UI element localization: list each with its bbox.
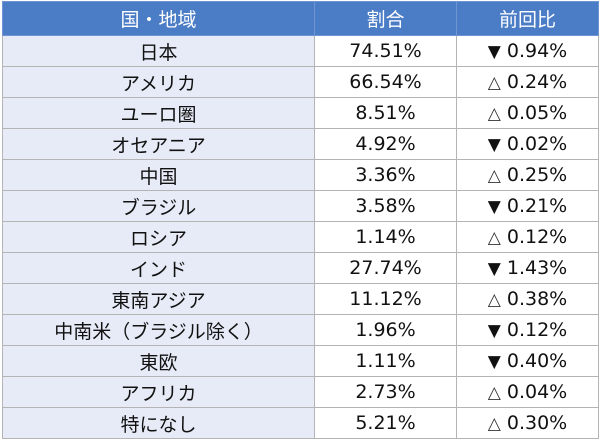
change-value: 0.30% bbox=[506, 412, 568, 434]
table-row: 特になし 5.21% △ 0.30% bbox=[2, 407, 599, 439]
up-triangle-outline-icon: △ bbox=[487, 73, 501, 93]
header-row: 国・地域 割合 前回比 bbox=[2, 1, 599, 36]
table-row: ブラジル 3.58% ▼ 0.21% bbox=[2, 190, 599, 222]
region-cell: アフリカ bbox=[2, 376, 315, 408]
table-row: アメリカ 66.54% △ 0.24% bbox=[2, 66, 599, 98]
table-row: インド 27.74% ▼ 1.43% bbox=[2, 252, 599, 284]
region-cell: インド bbox=[2, 252, 315, 284]
change-value: 0.40% bbox=[506, 350, 568, 372]
change-value: 1.43% bbox=[506, 257, 568, 279]
change-cell: △ 0.12% bbox=[456, 221, 599, 253]
up-triangle-outline-icon: △ bbox=[487, 166, 501, 186]
table-header: 国・地域 割合 前回比 bbox=[2, 1, 599, 36]
region-cell: ロシア bbox=[2, 221, 315, 253]
table-row: 東南アジア 11.12% △ 0.38% bbox=[2, 283, 599, 315]
table-row: ロシア 1.14% △ 0.12% bbox=[2, 221, 599, 253]
share-cell: 3.58% bbox=[314, 190, 457, 222]
down-triangle-icon: ▼ bbox=[487, 259, 501, 279]
share-cell: 5.21% bbox=[314, 407, 457, 439]
down-triangle-icon: ▼ bbox=[487, 42, 501, 62]
share-cell: 8.51% bbox=[314, 97, 457, 129]
change-value: 0.38% bbox=[506, 288, 568, 310]
share-cell: 1.96% bbox=[314, 314, 457, 346]
change-cell: ▼ 0.21% bbox=[456, 190, 599, 222]
share-cell: 74.51% bbox=[314, 35, 457, 67]
header-change: 前回比 bbox=[456, 1, 599, 36]
up-triangle-outline-icon: △ bbox=[487, 414, 501, 434]
region-share-table: 国・地域 割合 前回比 日本 74.51% ▼ 0.94% アメリカ 66.54% △ 0.2… bbox=[2, 1, 599, 439]
region-cell: ユーロ圏 bbox=[2, 97, 315, 129]
region-cell: ブラジル bbox=[2, 190, 315, 222]
region-cell: 特になし bbox=[2, 407, 315, 439]
region-cell: アメリカ bbox=[2, 66, 315, 98]
table-row: 東欧 1.11% ▼ 0.40% bbox=[2, 345, 599, 377]
share-cell: 66.54% bbox=[314, 66, 457, 98]
change-value: 0.24% bbox=[506, 71, 568, 93]
down-triangle-icon: ▼ bbox=[487, 135, 501, 155]
table-row: オセアニア 4.92% ▼ 0.02% bbox=[2, 128, 599, 160]
up-triangle-outline-icon: △ bbox=[487, 383, 501, 403]
up-triangle-outline-icon: △ bbox=[487, 228, 501, 248]
region-cell: 東南アジア bbox=[2, 283, 315, 315]
up-triangle-outline-icon: △ bbox=[487, 104, 501, 124]
change-cell: △ 0.38% bbox=[456, 283, 599, 315]
change-value: 0.05% bbox=[506, 102, 568, 124]
share-cell: 1.14% bbox=[314, 221, 457, 253]
change-cell: ▼ 0.12% bbox=[456, 314, 599, 346]
change-cell: △ 0.25% bbox=[456, 159, 599, 191]
change-value: 0.04% bbox=[506, 381, 568, 403]
region-cell: 中南米（ブラジル除く） bbox=[2, 314, 315, 346]
change-value: 0.21% bbox=[506, 195, 568, 217]
region-cell: 日本 bbox=[2, 35, 315, 67]
change-value: 0.12% bbox=[506, 226, 568, 248]
share-cell: 2.73% bbox=[314, 376, 457, 408]
change-cell: △ 0.05% bbox=[456, 97, 599, 129]
table-row: アフリカ 2.73% △ 0.04% bbox=[2, 376, 599, 408]
region-share-table-container: 国・地域 割合 前回比 日本 74.51% ▼ 0.94% アメリカ 66.54% △ 0.2… bbox=[2, 1, 599, 439]
change-value: 0.94% bbox=[506, 40, 568, 62]
header-share: 割合 bbox=[314, 1, 457, 36]
change-value: 0.25% bbox=[506, 164, 568, 186]
region-cell: オセアニア bbox=[2, 128, 315, 160]
region-cell: 東欧 bbox=[2, 345, 315, 377]
down-triangle-icon: ▼ bbox=[487, 321, 501, 341]
share-cell: 11.12% bbox=[314, 283, 457, 315]
change-cell: △ 0.30% bbox=[456, 407, 599, 439]
change-cell: △ 0.24% bbox=[456, 66, 599, 98]
table-body: 日本 74.51% ▼ 0.94% アメリカ 66.54% △ 0.24% ユーロ圏 8.51% △… bbox=[2, 35, 599, 439]
share-cell: 1.11% bbox=[314, 345, 457, 377]
change-value: 0.12% bbox=[506, 319, 568, 341]
table-row: 日本 74.51% ▼ 0.94% bbox=[2, 35, 599, 67]
down-triangle-icon: ▼ bbox=[487, 352, 501, 372]
change-cell: △ 0.04% bbox=[456, 376, 599, 408]
table-row: 中南米（ブラジル除く） 1.96% ▼ 0.12% bbox=[2, 314, 599, 346]
header-region: 国・地域 bbox=[2, 1, 315, 36]
table-row: 中国 3.36% △ 0.25% bbox=[2, 159, 599, 191]
change-cell: ▼ 0.40% bbox=[456, 345, 599, 377]
change-cell: ▼ 0.94% bbox=[456, 35, 599, 67]
change-cell: ▼ 0.02% bbox=[456, 128, 599, 160]
up-triangle-outline-icon: △ bbox=[487, 290, 501, 310]
change-value: 0.02% bbox=[506, 133, 568, 155]
down-triangle-icon: ▼ bbox=[487, 197, 501, 217]
region-cell: 中国 bbox=[2, 159, 315, 191]
share-cell: 4.92% bbox=[314, 128, 457, 160]
share-cell: 3.36% bbox=[314, 159, 457, 191]
share-cell: 27.74% bbox=[314, 252, 457, 284]
table-row: ユーロ圏 8.51% △ 0.05% bbox=[2, 97, 599, 129]
change-cell: ▼ 1.43% bbox=[456, 252, 599, 284]
